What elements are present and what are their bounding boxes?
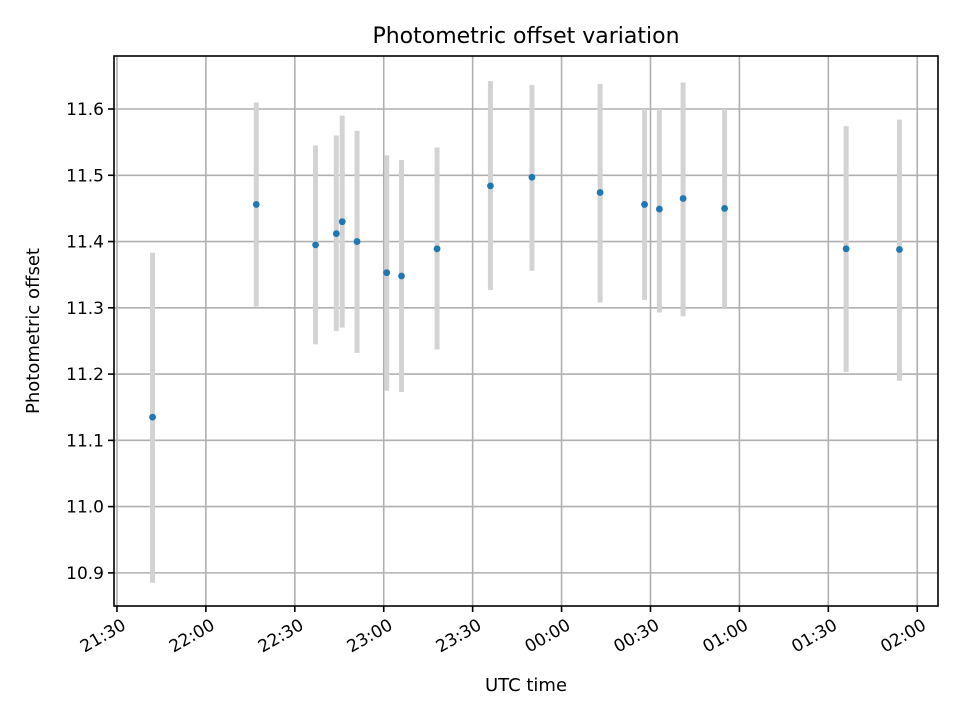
x-tick-label: 01:00 [699, 615, 751, 657]
chart-title: Photometric offset variation [372, 24, 679, 49]
y-tick-label: 11.3 [66, 299, 104, 319]
data-point [398, 272, 405, 280]
data-point [433, 245, 441, 253]
x-tick-label: 01:30 [788, 615, 840, 657]
x-tick-label: 22:30 [255, 615, 307, 657]
grid-lines [114, 56, 938, 606]
y-tick-label: 11.0 [66, 498, 104, 518]
data-point [332, 230, 340, 237]
error-bars [150, 81, 902, 583]
data-point [896, 246, 903, 253]
y-axis-label: Photometric offset [23, 248, 44, 414]
x-axis-label: UTC time [485, 675, 567, 696]
data-point [842, 245, 850, 253]
data-point [338, 218, 346, 226]
data-point [252, 201, 260, 208]
x-tick-label: 22:00 [166, 615, 218, 657]
data-point [655, 205, 663, 213]
data-points [149, 173, 903, 421]
y-tick-label: 11.5 [66, 166, 104, 186]
x-tick-label: 02:00 [877, 615, 929, 657]
data-point [641, 201, 648, 208]
y-tick-label: 10.9 [66, 564, 104, 584]
data-point [353, 238, 361, 245]
y-tick-label: 11.2 [66, 365, 104, 385]
x-tick-label: 00:30 [611, 615, 663, 657]
x-tick-label: 23:00 [344, 615, 396, 657]
data-point [528, 173, 536, 181]
y-tick-label: 11.4 [66, 233, 104, 253]
data-point [721, 205, 728, 212]
data-point [149, 413, 156, 421]
x-tick-label: 00:00 [522, 615, 574, 657]
plot-frame [113, 55, 939, 607]
y-tick-label: 11.1 [66, 431, 104, 451]
x-tick-label: 21:30 [77, 615, 129, 657]
y-axis-ticks: 10.9 11.0 11.1 11.2 11.3 11.4 11.5 11.6 [66, 100, 114, 584]
data-point [487, 182, 494, 190]
data-point [679, 195, 687, 202]
x-axis-ticks: 21:30 22:00 22:30 23:00 23:30 00:00 00:30 01:00… [77, 606, 930, 657]
y-tick-label: 11.6 [66, 100, 104, 120]
x-tick-label: 23:30 [433, 615, 485, 657]
data-point [312, 241, 319, 249]
data-point [596, 189, 604, 196]
data-point [383, 269, 391, 277]
